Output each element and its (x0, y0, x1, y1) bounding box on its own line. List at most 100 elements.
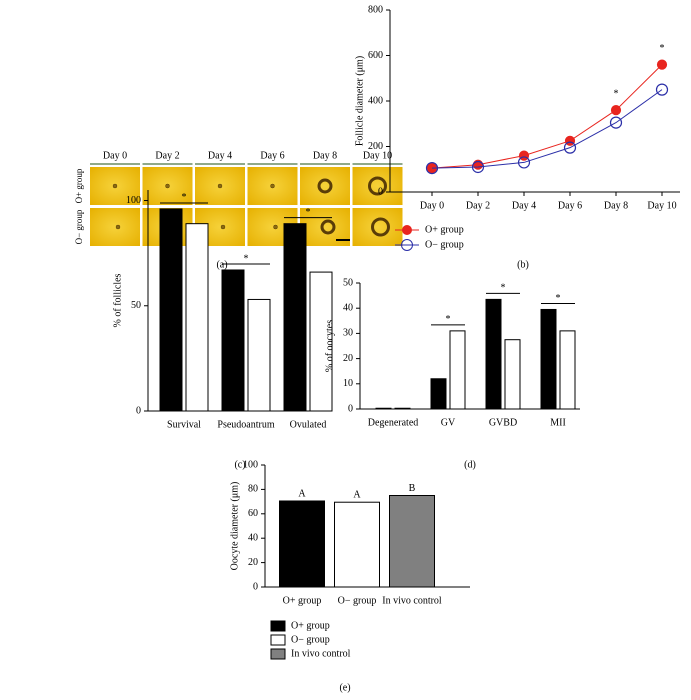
follicle (317, 178, 333, 194)
x-tick-label: GV (441, 417, 456, 428)
y-tick-label: 30 (343, 328, 353, 339)
y-tick-label: 200 (368, 141, 383, 152)
follicle (270, 183, 275, 189)
bar (375, 407, 392, 410)
point (656, 59, 668, 70)
x-tick-label: Survival (167, 419, 201, 430)
follicle (220, 224, 226, 230)
bar (185, 223, 209, 412)
point (517, 156, 531, 169)
point (563, 141, 577, 154)
follicle (320, 219, 336, 235)
legend-swatch (270, 648, 286, 660)
column-label: Day 8 (313, 150, 337, 161)
x-tick-label: Day 2 (466, 200, 490, 211)
row-label: O− group (74, 209, 84, 244)
y-tick-label: 0 (253, 581, 258, 592)
bar (279, 500, 325, 588)
x-tick-label: Day 10 (647, 200, 676, 211)
panel-caption: (d) (464, 459, 476, 470)
x-tick-label: Pseudoantrum (217, 419, 274, 430)
y-tick-label: 10 (343, 378, 353, 389)
follicle (273, 224, 278, 230)
bar (334, 501, 380, 588)
follicle (112, 183, 118, 189)
photo (90, 208, 140, 246)
legend-marker (401, 239, 413, 251)
y-tick-label: 60 (248, 508, 258, 519)
annotation: * (182, 192, 187, 203)
y-tick-label: 0 (136, 405, 141, 416)
point (655, 83, 669, 96)
legend-label: O+ group (425, 224, 464, 235)
column-label: Day 6 (260, 150, 284, 161)
panel-caption: (a) (216, 259, 227, 270)
x-tick-label: O− group (338, 595, 377, 606)
series-line (431, 89, 663, 169)
x-tick-label: Day 6 (558, 200, 582, 211)
annotation: * (446, 314, 451, 325)
y-tick-label: 20 (248, 557, 258, 568)
x-tick-label: Day 4 (512, 200, 536, 211)
follicle (368, 176, 387, 196)
y-tick-label: 0 (378, 186, 383, 197)
annotation: * (244, 253, 249, 264)
panel-caption: (e) (339, 682, 350, 693)
x-tick-label: Day 8 (604, 200, 628, 211)
bar (449, 330, 466, 410)
bar (504, 339, 521, 410)
y-tick-label: 100 (126, 195, 141, 206)
column-label: Day 2 (155, 150, 179, 161)
bar (559, 330, 576, 410)
y-tick-label: 800 (368, 4, 383, 15)
y-tick-label: 50 (343, 277, 353, 288)
x-tick-label: MII (550, 417, 566, 428)
bar (394, 407, 411, 410)
panel-caption: (c) (234, 459, 245, 470)
y-axis-label: % of oocytes (324, 320, 335, 372)
bar (309, 271, 333, 412)
y-axis-label: % of follicles (112, 273, 123, 327)
annotation: B (409, 483, 416, 494)
follicle (165, 183, 170, 189)
x-tick-label: Ovulated (290, 419, 327, 430)
x-tick-label: Degenerated (368, 417, 419, 428)
x-tick-label: In vivo control (382, 595, 442, 606)
bar (430, 378, 447, 410)
annotation: A (353, 490, 361, 501)
bar (221, 269, 245, 412)
panel-caption: (b) (517, 259, 529, 270)
legend-label: O− group (425, 239, 464, 250)
legend-label: In vivo control (291, 648, 351, 659)
annotation: * (660, 43, 665, 54)
photo (300, 167, 350, 205)
bar (540, 308, 557, 410)
y-tick-label: 600 (368, 50, 383, 61)
annotation: * (501, 283, 506, 294)
x-tick-label: O+ group (283, 595, 322, 606)
point (518, 150, 530, 161)
annotation: * (556, 293, 561, 304)
column-label: Day 0 (103, 150, 127, 161)
legend-label: O− group (291, 634, 330, 645)
column-label: Day 4 (208, 150, 232, 161)
point (609, 116, 623, 129)
column-label: Day 10 (363, 150, 392, 161)
y-tick-label: 40 (248, 532, 258, 543)
y-tick-label: 80 (248, 484, 258, 495)
legend-swatch (270, 634, 286, 646)
row-label: O+ group (74, 168, 84, 203)
y-axis-label: Oocyte diameter (μm) (229, 482, 240, 571)
bar (159, 208, 183, 412)
point (471, 160, 485, 174)
series-line (431, 64, 663, 169)
bar (389, 495, 435, 588)
y-axis-label: Follicle diameter (μm) (354, 56, 365, 146)
annotation: * (306, 207, 311, 218)
x-tick-label: GVBD (489, 417, 517, 428)
bar (485, 298, 502, 410)
point (425, 162, 439, 175)
y-tick-label: 400 (368, 95, 383, 106)
x-tick-label: Day 0 (420, 200, 444, 211)
